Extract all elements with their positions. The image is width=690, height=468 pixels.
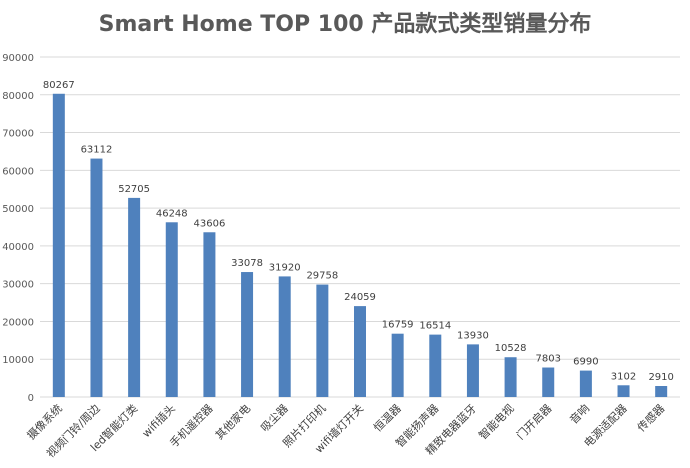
data-label: 10528	[495, 343, 527, 354]
data-label: 63112	[81, 145, 113, 156]
category-label: 吸尘器	[258, 402, 291, 435]
y-tick-label: 60000	[2, 166, 34, 177]
bar-15	[617, 385, 630, 397]
data-label: 24059	[344, 292, 376, 303]
bar-6	[278, 276, 291, 397]
y-tick-label: 10000	[2, 355, 34, 366]
bar-5	[241, 272, 254, 397]
data-label: 2910	[648, 372, 673, 383]
bar-11	[466, 344, 479, 397]
data-label: 13930	[457, 330, 489, 341]
data-label: 16759	[382, 320, 414, 331]
data-label: 46248	[156, 208, 188, 219]
data-label: 7803	[536, 354, 561, 365]
category-label: 传感器	[635, 402, 668, 435]
category-label: 智能电视	[476, 401, 517, 442]
data-label: 52705	[118, 184, 150, 195]
data-label: 29758	[306, 271, 338, 282]
bar-4	[203, 232, 216, 397]
y-tick-label: 50000	[2, 204, 34, 215]
category-label: 恒温器	[371, 402, 404, 435]
y-tick-label: 80000	[2, 91, 34, 102]
category-label: 其他家电	[212, 401, 253, 442]
data-label: 80267	[43, 80, 75, 91]
bar-9	[391, 333, 404, 397]
category-label: wifi插头	[139, 401, 178, 440]
bar-14	[579, 370, 592, 397]
data-label: 43606	[194, 218, 226, 229]
data-label: 31920	[269, 262, 301, 273]
bar-3	[165, 222, 178, 397]
data-labels: 80267 63112 52705 46248 43606 33078 31920 29758…	[43, 80, 674, 383]
y-tick-label: 0	[28, 393, 34, 404]
chart-title: Smart Home TOP 100 产品款式类型销量分布	[98, 12, 592, 37]
data-label: 16514	[419, 321, 451, 332]
category-label: 音响	[567, 401, 592, 426]
y-tick-label: 90000	[2, 53, 34, 64]
y-tick-label: 20000	[2, 317, 34, 328]
data-label: 6990	[573, 357, 598, 368]
y-tick-label: 40000	[2, 242, 34, 253]
y-axis-tick-labels: 0 10000 20000 30000 40000 50000 60000 70000 8000…	[2, 53, 34, 404]
bar-2	[128, 197, 141, 397]
y-tick-label: 70000	[2, 129, 34, 140]
bar-7	[316, 284, 329, 397]
bar-12	[504, 357, 517, 397]
bar-8	[354, 306, 366, 397]
bar-1	[90, 158, 103, 397]
data-label: 3102	[611, 371, 636, 382]
y-tick-label: 30000	[2, 280, 34, 291]
data-label: 33078	[231, 258, 263, 269]
bar-10	[429, 334, 442, 397]
bars	[52, 93, 668, 398]
bar-16	[655, 386, 668, 397]
category-label: 门开启器	[513, 401, 554, 442]
bar-0	[52, 93, 65, 398]
bar-13	[542, 367, 555, 397]
